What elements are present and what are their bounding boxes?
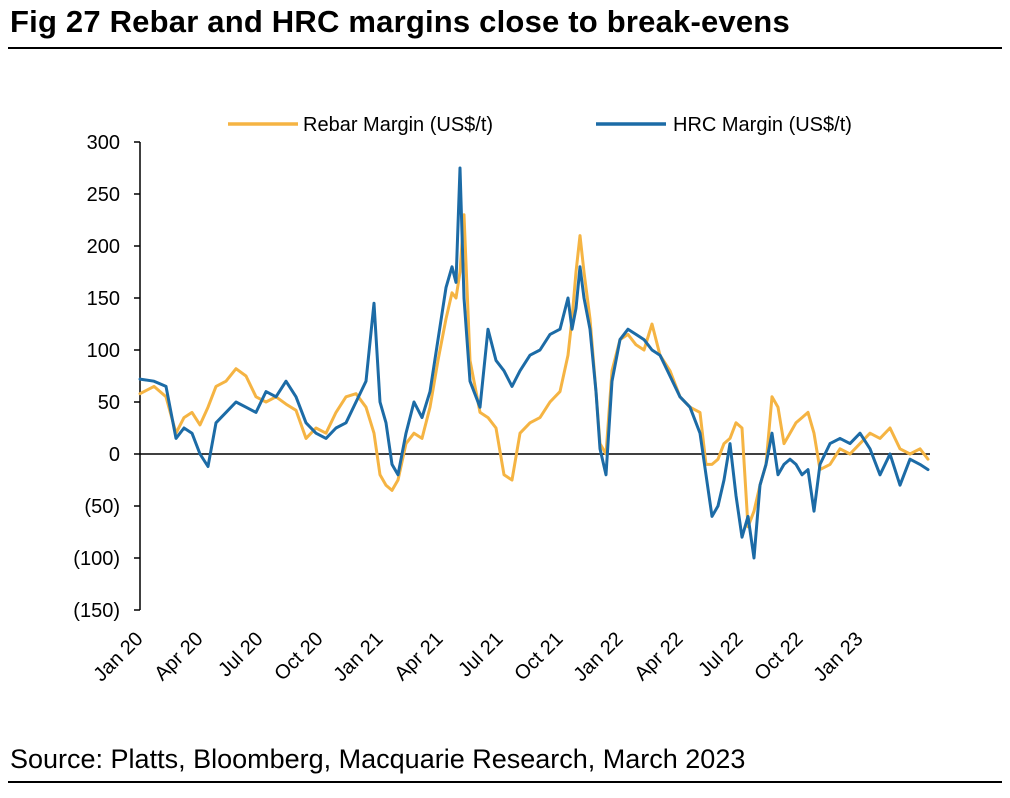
x-tick-label: Jan 21	[330, 628, 388, 686]
y-tick-label: 150	[87, 288, 120, 310]
y-tick-label: 250	[87, 184, 120, 206]
y-tick-label: (100)	[73, 548, 120, 570]
hrc-margin-line	[138, 166, 930, 560]
x-tick-label: Jul 21	[454, 628, 507, 681]
x-axis: Jan 20 Apr 20 Jul 20 Oct 20 Jan 21 Apr 21 Jul …	[90, 453, 930, 686]
x-tick-label: Jul 20	[214, 628, 267, 681]
legend-label-rebar: Rebar Margin (US$/t)	[303, 114, 493, 136]
x-tick-label: Oct 20	[270, 628, 327, 685]
series-lines	[138, 166, 930, 560]
y-tick-label: 50	[98, 392, 120, 414]
line-chart: Rebar Margin (US$/t) HRC Margin (US$/t) 3…	[73, 114, 930, 686]
y-tick-label: 100	[87, 340, 120, 362]
x-tick-label: Apr 21	[390, 628, 447, 685]
x-tick-label: Oct 21	[510, 628, 567, 685]
y-tick-label: (50)	[84, 496, 120, 518]
y-axis: 300 250 200 150 100 50 0 (50) (100) (150)	[73, 132, 141, 622]
legend-label-hrc: HRC Margin (US$/t)	[673, 114, 852, 136]
x-tick-label: Jan 20	[90, 628, 148, 686]
x-tick-label: Jul 22	[694, 628, 747, 681]
x-tick-label: Oct 22	[750, 628, 807, 685]
legend: Rebar Margin (US$/t) HRC Margin (US$/t)	[228, 114, 852, 136]
title-rule	[8, 47, 1002, 49]
y-tick-label: 300	[87, 132, 120, 154]
figure-title: Fig 27 Rebar and HRC margins close to br…	[10, 4, 790, 39]
rebar-margin-line	[138, 213, 930, 529]
x-tick-label: Jan 22	[570, 628, 628, 686]
y-tick-label: 200	[87, 236, 120, 258]
x-tick-label: Apr 22	[630, 628, 687, 685]
y-tick-label: 0	[109, 444, 120, 466]
x-tick-label: Jan 23	[810, 628, 868, 686]
y-tick-label: (150)	[73, 600, 120, 622]
x-tick-label: Apr 20	[150, 628, 207, 685]
source-rule	[8, 781, 1002, 783]
source-note: Source: Platts, Bloomberg, Macquarie Res…	[10, 744, 746, 774]
